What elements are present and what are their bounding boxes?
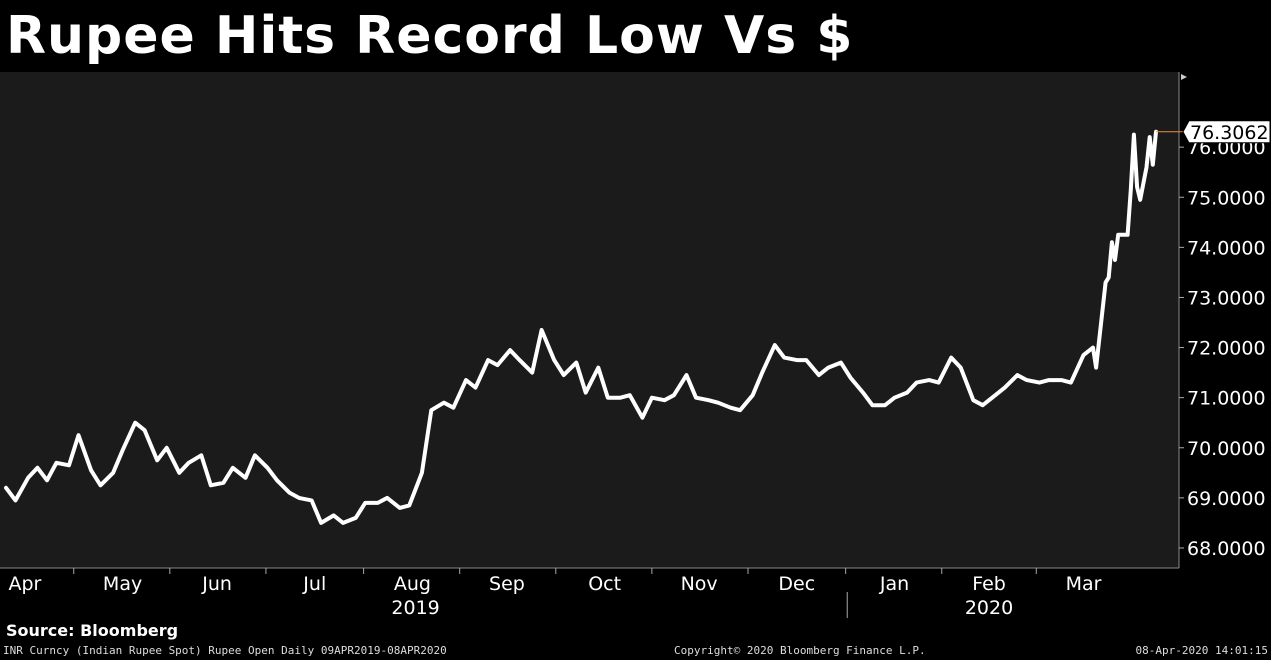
y-tick-label: 73.0000 [1187, 287, 1266, 309]
last-value-label: 76.3062 [1190, 122, 1269, 144]
plot-area [0, 72, 1179, 568]
x-tick-label: Feb [972, 573, 1006, 595]
footer-timestamp: 08-Apr-2020 14:01:15 [1135, 644, 1268, 657]
source-note: Source: Bloomberg [6, 621, 179, 640]
x-tick-label: Jun [201, 573, 232, 595]
y-tick-label: 71.0000 [1187, 388, 1266, 410]
x-axis: Apr May Jun Jul Aug Sep Oct Nov Dec Jan Feb Mar 2019… [0, 567, 1179, 619]
y-tick-label: 72.0000 [1187, 338, 1266, 360]
x-tick-label: Jul [302, 573, 326, 595]
x-tick-label: Dec [778, 573, 815, 595]
y-axis-arrow [1181, 74, 1187, 80]
y-tick-label: 70.0000 [1187, 438, 1266, 460]
x-tick-label: May [103, 573, 142, 595]
x-tick-label: Jan [879, 573, 909, 595]
y-tick-label: 74.0000 [1187, 237, 1266, 259]
x-tick-label: Nov [681, 573, 718, 595]
x-year-label: 2020 [965, 597, 1013, 619]
footer-description: INR Curncy (Indian Rupee Spot) Rupee Ope… [3, 644, 447, 657]
x-year-label: 2019 [391, 597, 439, 619]
x-tick-label: Aug [394, 573, 431, 595]
x-tick-label: Sep [489, 573, 525, 595]
y-tick-label: 68.0000 [1187, 538, 1266, 560]
y-axis: 68.0000 69.0000 70.0000 71.0000 72.0000 73.00… [1178, 72, 1266, 568]
chart-title: Rupee Hits Record Low Vs $ [6, 6, 854, 66]
series-line [4, 129, 1158, 525]
last-value-marker: 76.3062 [1156, 120, 1271, 144]
last-value-box [1182, 120, 1271, 144]
y-tick-label: 75.0000 [1187, 187, 1266, 209]
chart: 68.0000 69.0000 70.0000 71.0000 72.0000 73.00… [0, 72, 1271, 619]
y-tick-label: 69.0000 [1187, 488, 1266, 510]
series-layer [4, 129, 1158, 525]
footer-copyright: Copyright© 2020 Bloomberg Finance L.P. [674, 644, 926, 657]
x-tick-label: Mar [1066, 573, 1102, 595]
footer-bar: INR Curncy (Indian Rupee Spot) Rupee Ope… [0, 642, 1271, 660]
x-tick-label: Apr [8, 573, 41, 595]
x-tick-label: Oct [588, 573, 621, 595]
